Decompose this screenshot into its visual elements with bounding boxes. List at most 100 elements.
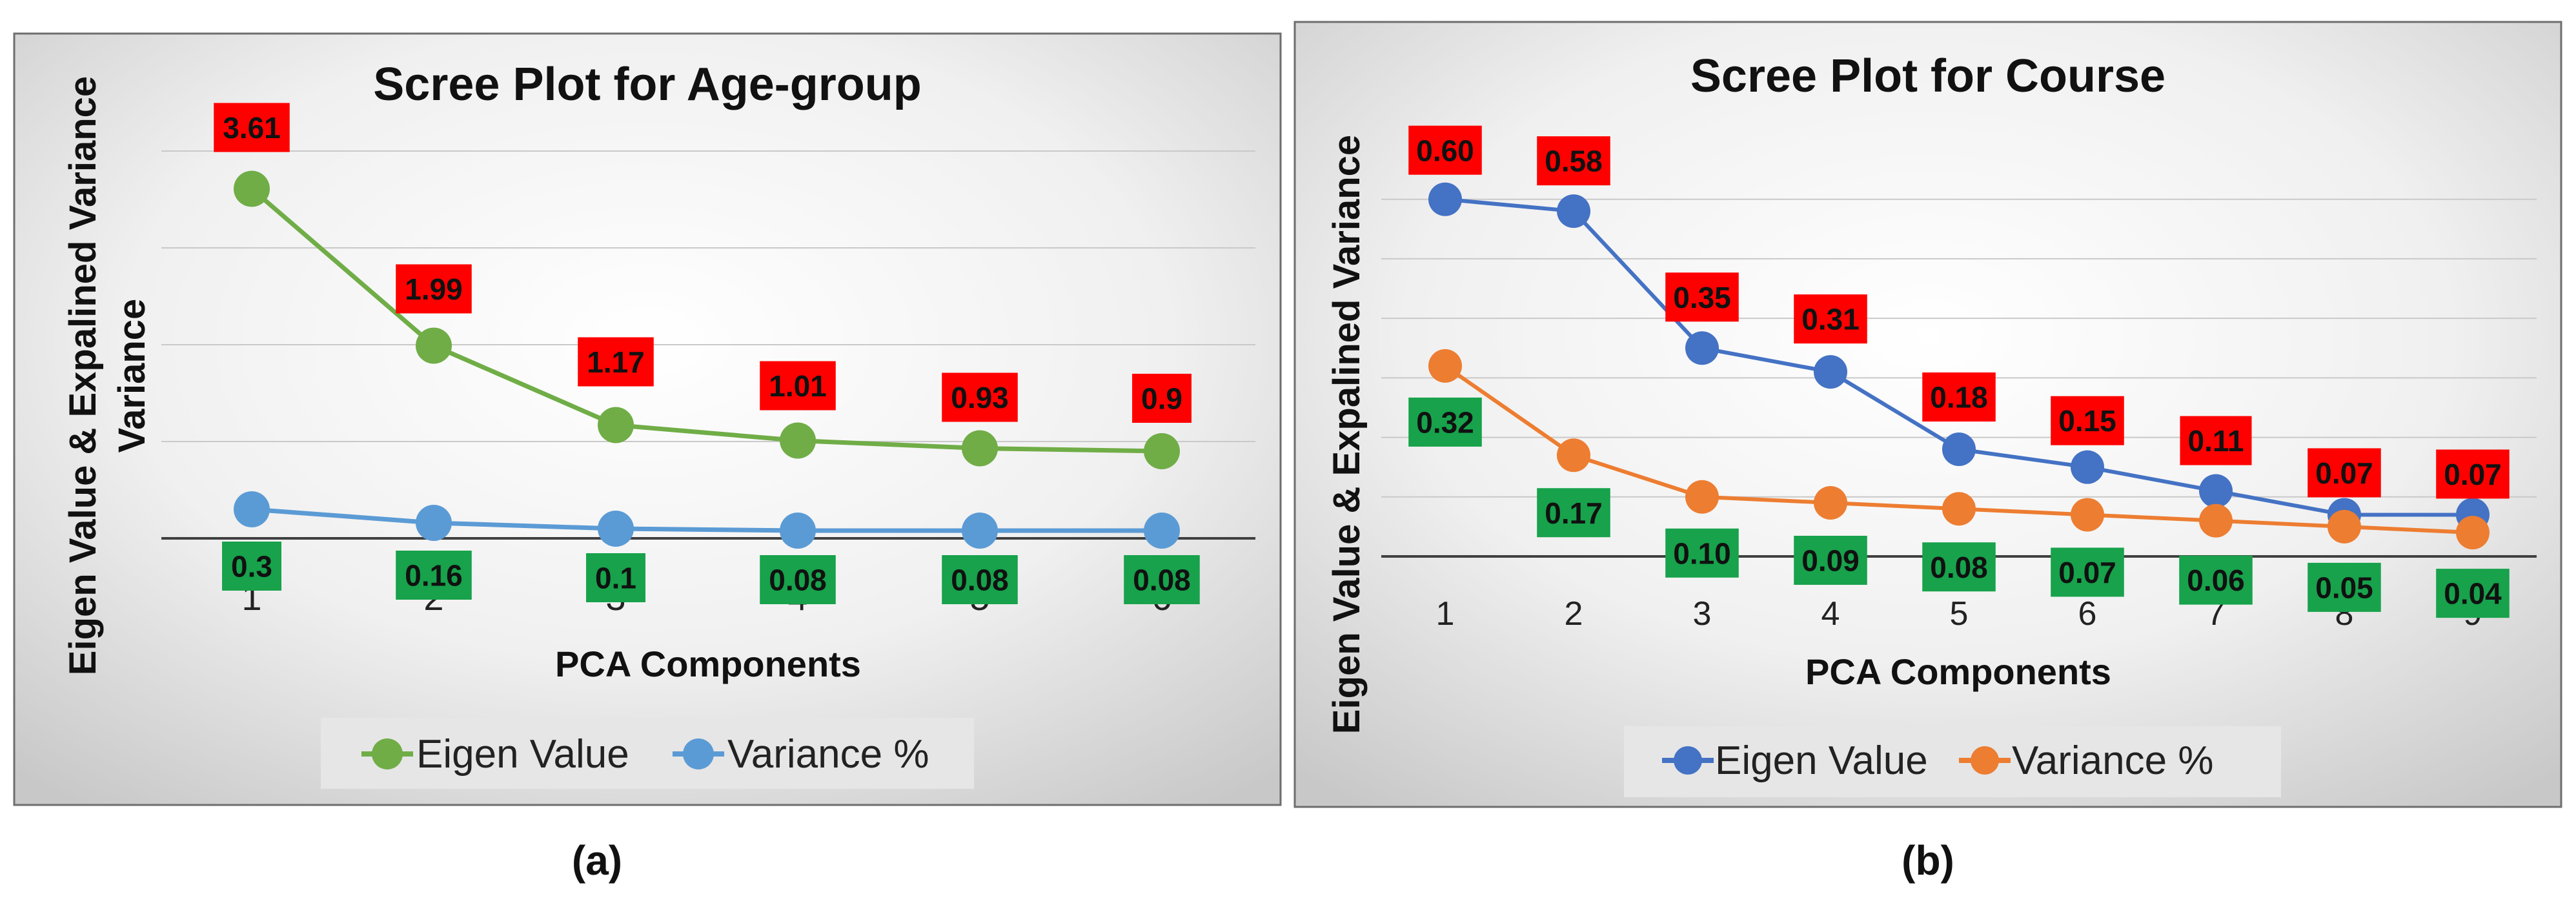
legend: Eigen Value Variance % <box>321 718 974 789</box>
data-label-eigen-value: 0.07 <box>2436 449 2510 499</box>
chart-background <box>13 32 1282 806</box>
data-label-box <box>942 555 1018 604</box>
data-label-eigen-value: 0.11 <box>2180 416 2252 465</box>
y-axis-title: Eigen Value & Expalined Variance <box>1326 135 1368 734</box>
series-line-eigen-value <box>250 187 1162 454</box>
data-label-box <box>942 372 1018 422</box>
y-axis-title-line1: Eigen Value & Expalined Variance <box>62 76 104 675</box>
data-point-variance <box>416 505 452 541</box>
data-label-variance: 0.09 <box>1794 536 1867 585</box>
data-label-box <box>214 103 290 152</box>
data-label-text: 1.17 <box>587 345 645 379</box>
data-label-text: 0.04 <box>2444 577 2502 611</box>
data-point-eigen-value <box>962 430 998 467</box>
data-label-eigen-value: 0.9 <box>1132 374 1192 423</box>
data-label-variance: 0.05 <box>2307 562 2381 612</box>
data-label-box <box>1794 536 1867 585</box>
data-point-eigen-value <box>2199 474 2233 508</box>
legend-eigen-value-label: Eigen Value <box>1715 738 1928 783</box>
data-point-eigen-value <box>234 170 270 207</box>
data-point-variance <box>962 513 998 549</box>
legend: Eigen Value Variance % <box>1624 726 2281 797</box>
data-point-variance <box>1814 486 1847 520</box>
legend-variance-label: Variance % <box>727 732 929 777</box>
data-point-eigen-value <box>1428 182 1462 216</box>
data-label-box <box>1408 125 1482 175</box>
data-label-box <box>760 555 836 604</box>
data-label-text: 0.32 <box>1416 405 1474 439</box>
data-label-box <box>1537 488 1610 538</box>
data-label-variance: 0.08 <box>1922 542 1996 592</box>
chart-background <box>1293 21 2562 808</box>
data-point-variance <box>1428 349 1462 383</box>
data-point-eigen-value <box>1814 355 1847 389</box>
data-point-eigen-value <box>2071 450 2104 484</box>
x-tick-label: 3 <box>1693 595 1712 633</box>
data-label-box <box>578 337 654 387</box>
data-label-text: 0.35 <box>1673 281 1731 314</box>
x-tick-label: 1 <box>1436 595 1455 633</box>
data-label-variance: 0.08 <box>1124 555 1200 604</box>
data-point-variance <box>1685 480 1719 514</box>
data-label-box <box>1665 528 1739 578</box>
data-label-text: 0.11 <box>2188 424 2244 458</box>
data-label-text: 0.17 <box>1545 496 1603 530</box>
data-point-variance <box>1557 438 1590 473</box>
data-label-box <box>1922 542 1996 592</box>
data-label-text: 0.08 <box>769 564 827 597</box>
data-label-text: 0.08 <box>1133 564 1191 597</box>
data-point-variance <box>780 513 816 549</box>
data-label-variance: 0.1 <box>586 553 645 602</box>
data-point-eigen-value <box>598 407 634 443</box>
x-tick-label: 4 <box>1821 595 1840 633</box>
data-label-text: 0.60 <box>1416 134 1474 167</box>
data-point-variance <box>234 491 270 527</box>
data-label-text: 0.1 <box>595 562 636 595</box>
data-label-variance: 0.08 <box>942 555 1018 604</box>
data-label-text: 0.07 <box>2315 456 2373 490</box>
x-tick-label: 6 <box>2078 595 2097 633</box>
data-label-text: 0.07 <box>2444 458 2502 491</box>
data-label-box <box>2307 562 2381 612</box>
data-label-eigen-value: 0.18 <box>1922 372 1996 422</box>
data-point-variance <box>598 511 634 547</box>
legend-variance-marker <box>1971 746 1999 775</box>
data-label-text: 0.08 <box>951 564 1009 597</box>
data-label-box <box>2436 569 2510 618</box>
data-label-variance: 0.32 <box>1408 397 1482 447</box>
caption-b: (b) <box>1902 837 1954 884</box>
data-label-variance: 0.08 <box>760 555 836 604</box>
data-label-text: 0.15 <box>2058 404 2116 438</box>
data-label-text: 0.16 <box>405 559 463 593</box>
data-label-box <box>396 551 472 600</box>
data-label-text: 0.08 <box>1930 551 1988 584</box>
data-label-eigen-value: 1.99 <box>396 264 472 314</box>
legend-box <box>321 718 974 789</box>
data-label-box <box>396 264 472 314</box>
x-tick-label: 2 <box>1565 595 1583 633</box>
data-label-eigen-value: 1.17 <box>578 337 654 387</box>
legend-variance-label: Variance % <box>2012 738 2213 783</box>
data-label-box <box>1132 374 1192 423</box>
data-label-variance: 0.16 <box>396 551 472 600</box>
data-label-box <box>1794 294 1867 344</box>
data-point-variance <box>2071 498 2104 532</box>
data-label-eigen-value: 0.35 <box>1665 272 1739 322</box>
x-tick-label: 5 <box>1950 595 1969 633</box>
series-line-variance <box>251 507 1162 533</box>
data-label-text: 0.09 <box>1801 544 1860 578</box>
data-label-text: 0.10 <box>1673 536 1731 570</box>
x-axis-title: PCA Components <box>1805 651 2111 692</box>
data-point-eigen-value <box>416 327 452 364</box>
chart-title: Scree Plot for Age-group <box>373 59 921 110</box>
data-point-variance <box>1144 513 1180 549</box>
data-label-box <box>1665 272 1739 322</box>
data-label-eigen-value: 0.07 <box>2307 448 2381 498</box>
data-label-variance: 0.10 <box>1665 528 1739 578</box>
data-label-text: 0.9 <box>1141 382 1182 416</box>
data-label-eigen-value: 3.61 <box>214 103 290 152</box>
data-label-text: 1.01 <box>769 369 827 403</box>
data-label-box <box>1922 372 1996 422</box>
data-point-eigen-value <box>1942 432 1976 467</box>
